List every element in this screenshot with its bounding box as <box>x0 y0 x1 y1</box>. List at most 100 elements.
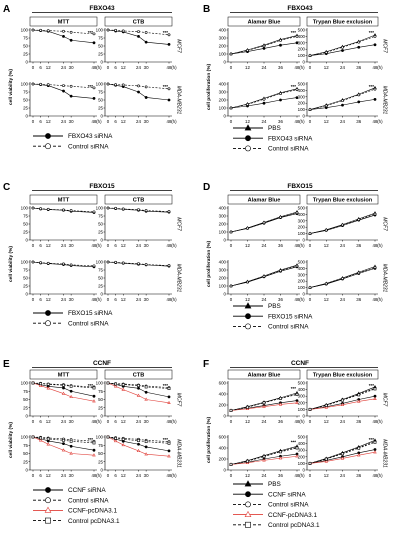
data-point-control-sirna <box>341 223 344 227</box>
data-point-control-pcdna3-1 <box>167 441 171 445</box>
x-unit-label: (h) <box>171 473 177 478</box>
series-line-control-sirna <box>107 207 170 212</box>
x-tick-label: 24 <box>340 297 345 302</box>
panel-label-c: C <box>3 182 10 193</box>
y-tick-label: 0 <box>101 238 104 243</box>
y-tick-label: 25 <box>23 106 28 111</box>
x-tick-label: 36 <box>356 65 361 70</box>
data-point-control-pcdna3-1 <box>31 435 35 439</box>
data-point-ccnf-pcdna3-1 <box>278 456 283 460</box>
y-tick-label: 0 <box>224 238 227 243</box>
y-tick-label: 100 <box>298 407 306 412</box>
y-tick-label: 0 <box>303 468 306 473</box>
x-unit-label: (h) <box>377 65 383 70</box>
series-line-control-sirna <box>32 83 95 89</box>
cell-line-label: MCF7 <box>382 217 388 231</box>
data-point-control-sirna <box>121 29 125 33</box>
x-tick-label: 24 <box>262 243 267 248</box>
data-point-control-sirna <box>373 35 377 38</box>
x-tick-label: 30 <box>69 119 74 124</box>
x-tick-label: 0 <box>107 65 110 70</box>
data-point-ccnf-sirna <box>144 390 148 394</box>
series-line-control-sirna <box>32 436 95 442</box>
chart-title: Alamar Blue <box>248 373 281 379</box>
x-tick-label: 6 <box>114 243 117 248</box>
data-point-control-sirna <box>39 82 43 86</box>
x-tick-label: 0 <box>32 297 35 302</box>
x-unit-label: (h) <box>299 419 305 424</box>
data-point-control-pcdna3-1 <box>137 439 140 443</box>
data-point-control-pcdna3-1 <box>279 396 282 400</box>
y-tick-label: 25 <box>23 230 28 235</box>
data-point-control-sirna <box>308 286 312 290</box>
data-point-control-sirna <box>295 264 299 268</box>
series-line-control-pcdna3-1 <box>309 388 376 410</box>
x-tick-label: 0 <box>230 119 233 124</box>
y-tick-label: 400 <box>219 392 227 397</box>
data-point-control-sirna <box>144 263 148 266</box>
data-point-ccnf-pcdna3-1 <box>373 396 377 401</box>
y-tick-label: 100 <box>219 52 227 57</box>
series-line-control-sirna <box>230 36 298 55</box>
data-point-control-pcdna3-1 <box>144 385 148 389</box>
data-point-control-sirna <box>308 54 312 58</box>
y-tick-label: 0 <box>101 468 104 473</box>
data-point-ccnf-pcdna3-1 <box>245 406 250 411</box>
y-tick-label: 25 <box>98 106 103 111</box>
data-point-ccnf-sirna <box>62 386 65 390</box>
data-point-control-sirna <box>137 84 140 88</box>
y-tick-label: 0 <box>224 414 227 419</box>
significance-label: *** <box>369 30 375 35</box>
data-point-control-sirna <box>92 32 96 36</box>
y-tick-label: 50 <box>98 397 103 402</box>
x-unit-label: (h) <box>96 119 102 124</box>
series-line-control-pcdna3-1 <box>32 436 95 444</box>
data-point-fbxo43-sirna <box>62 35 65 38</box>
x-tick-label: 30 <box>144 297 149 302</box>
y-tick-label: 0 <box>224 114 227 119</box>
data-point-control-pcdna3-1 <box>357 393 361 397</box>
cell-line-label: MCF7 <box>382 39 388 53</box>
y-tick-label: 50 <box>23 222 28 227</box>
y-tick-label: 300 <box>219 268 227 273</box>
data-point-fbxo43-sirna <box>167 98 171 102</box>
x-tick-label: 36 <box>356 243 361 248</box>
series-line-control-sirna <box>107 261 170 266</box>
x-tick-label: 6 <box>114 297 117 302</box>
data-point-control-sirna <box>69 263 73 267</box>
data-point-control-sirna <box>92 210 96 214</box>
data-point-control-sirna <box>373 212 377 216</box>
x-tick-label: 30 <box>69 65 74 70</box>
y-tick-label: 500 <box>298 82 306 87</box>
y-tick-label: 500 <box>298 381 306 386</box>
data-point-control-sirna <box>69 84 73 88</box>
data-point-ccnf-pcdna3-1 <box>144 397 148 401</box>
data-point-ccnf-pcdna3-1 <box>61 448 66 452</box>
x-tick-label: 30 <box>144 419 149 424</box>
legend-label-ccnf-pcdna3-1: CCNF-pcDNA3.1 <box>68 508 117 515</box>
legend-label-control-sirna: Control siRNA <box>268 324 309 331</box>
x-tick-label: 6 <box>39 297 42 302</box>
x-tick-label: 48 <box>92 119 97 124</box>
y-tick-label: 200 <box>298 101 306 106</box>
legend-label-pbs: PBS <box>268 303 281 310</box>
data-point-ccnf-pcdna3-1 <box>324 405 328 409</box>
legend-marker-pbs <box>244 302 252 309</box>
data-point-ccnf-pcdna3-1 <box>61 391 66 395</box>
x-unit-label: (h) <box>96 65 102 70</box>
x-tick-label: 24 <box>61 243 66 248</box>
chart-title: CTB <box>133 373 145 379</box>
y-tick-label: 50 <box>23 451 28 456</box>
x-unit-label: (h) <box>96 419 102 424</box>
y-tick-label: 200 <box>219 276 227 281</box>
y-tick-label: 0 <box>26 60 29 65</box>
chart-title: MTT <box>58 373 70 379</box>
legend-label-control-sirna: Control siRNA <box>268 502 309 509</box>
significance-label: *** <box>88 437 94 442</box>
legend-label-fbxo43-sirna: FBXO43 siRNA <box>268 135 313 142</box>
y-tick-label: 0 <box>26 414 29 419</box>
x-tick-label: 48 <box>167 297 172 302</box>
series-line-control-sirna <box>32 207 95 213</box>
